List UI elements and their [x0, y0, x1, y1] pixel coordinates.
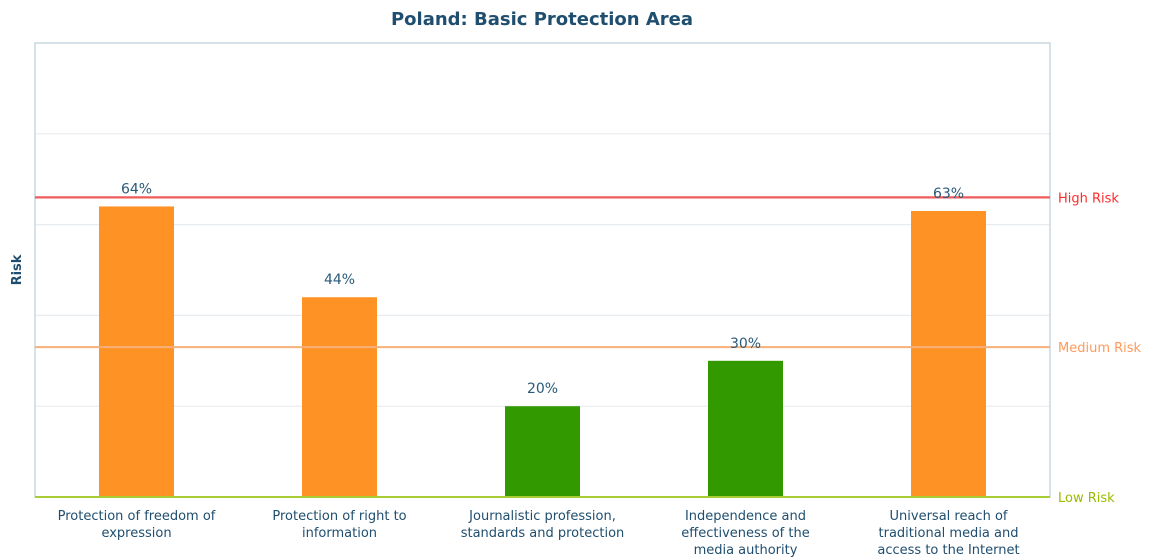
category-label-2: Protection of right to information — [272, 509, 406, 541]
category-label-line: expression — [101, 526, 171, 541]
chart-title: Poland: Basic Protection Area — [391, 9, 693, 30]
category-label-line: effectiveness of the — [681, 526, 809, 541]
bar-4 — [708, 360, 783, 497]
category-label-line: standards and protection — [461, 526, 625, 541]
bar-value-label-5: 63% — [933, 186, 964, 202]
bars — [99, 206, 986, 498]
bar-3 — [505, 406, 580, 497]
bar-value-label-3: 20% — [527, 381, 558, 397]
risk-thresholds: High Risk Medium Risk Low Risk — [35, 191, 1142, 506]
bar-value-labels: 64% 44% 20% 30% 63% — [121, 181, 964, 397]
bar-2 — [302, 297, 377, 497]
category-label-line: Journalistic profession, — [468, 509, 616, 524]
category-label-5: Universal reach of traditional media and a… — [877, 509, 1019, 558]
category-labels: Protection of freedom of expressionProtec… — [58, 509, 1020, 558]
category-label-1: Protection of freedom of expression — [58, 509, 216, 541]
low-risk-label: Low Risk — [1058, 491, 1115, 506]
gridlines — [35, 133, 1050, 407]
bar-value-label-1: 64% — [121, 181, 152, 197]
category-label-line: Universal reach of — [890, 509, 1008, 524]
bar-5 — [911, 210, 986, 498]
category-label-line: Protection of freedom of — [58, 509, 216, 524]
category-label-line: Independence and — [685, 509, 806, 524]
y-axis-label: Risk — [10, 254, 25, 285]
category-label-line: Protection of right to — [272, 509, 406, 524]
bar-value-label-2: 44% — [324, 272, 355, 288]
medium-risk-label: Medium Risk — [1058, 341, 1142, 356]
category-label-line: access to the Internet — [877, 543, 1019, 558]
bar-value-label-4: 30% — [730, 336, 761, 352]
category-label-3: Journalistic profession, standards and pr… — [461, 509, 625, 541]
category-label-4: Independence and effectiveness of the medi… — [681, 509, 809, 558]
high-risk-label: High Risk — [1058, 191, 1119, 206]
category-label-line: media authority — [694, 543, 798, 558]
bar-1 — [99, 206, 174, 497]
category-label-line: traditional media and — [879, 526, 1019, 541]
category-label-line: information — [302, 526, 377, 541]
